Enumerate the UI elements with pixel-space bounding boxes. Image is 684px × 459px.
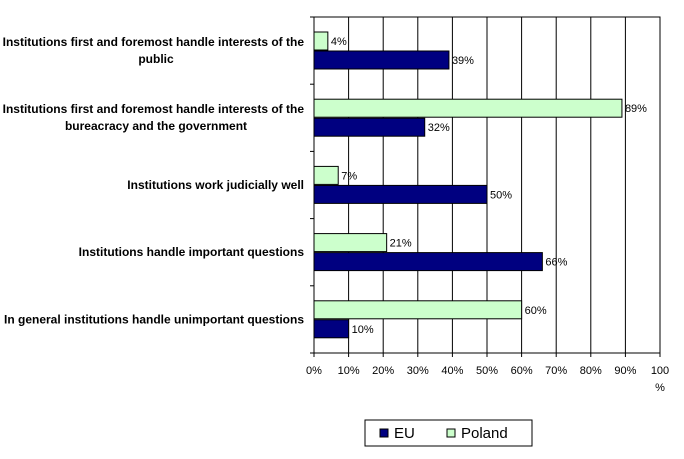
bar-eu — [313, 252, 543, 272]
x-tick-label: 40% — [441, 365, 463, 377]
legend: EU Poland — [364, 419, 533, 447]
x-tick-label: 10% — [338, 365, 360, 377]
legend-swatch-eu — [379, 428, 389, 438]
data-label-eu: 66% — [545, 257, 567, 269]
bar-poland — [313, 300, 523, 320]
x-axis-unit: % — [655, 382, 665, 394]
bars — [313, 31, 623, 339]
x-tick-label: 60% — [511, 365, 533, 377]
data-label-eu: 50% — [490, 189, 512, 201]
category-label: In general institutions handle unimporta… — [4, 312, 304, 326]
bar-poland — [313, 98, 623, 118]
category-label: Institutions first and foremost handle i… — [3, 102, 305, 133]
data-label-eu: 39% — [452, 55, 474, 67]
bar-poland — [313, 31, 329, 51]
x-tick-label: 80% — [580, 365, 602, 377]
bar-poland — [313, 165, 339, 185]
x-axis: 0% 10% 20% 30% 40% 50% 60% 70% 80% 90% 100 — [306, 16, 669, 377]
x-tick-label: 70% — [545, 365, 567, 377]
data-labels: 4% 39% 89% 32% 7% 50% 21% 66% 60% 10% — [331, 36, 647, 336]
category-label: Institutions first and foremost handle i… — [3, 35, 305, 66]
bar-eu — [313, 117, 426, 137]
legend-swatch-poland — [446, 428, 456, 438]
x-tick-label: 100 — [651, 365, 669, 377]
data-label-eu: 10% — [352, 324, 374, 336]
data-label-poland: 7% — [341, 170, 357, 182]
category-label: Institutions handle important questions — [79, 245, 305, 259]
category-labels: Institutions first and foremost handle i… — [3, 35, 305, 326]
data-label-poland: 21% — [390, 238, 412, 250]
x-tick-label: 0% — [306, 365, 322, 377]
x-tick-label: 20% — [372, 365, 394, 377]
data-label-eu: 32% — [428, 122, 450, 134]
data-label-poland: 4% — [331, 36, 347, 48]
legend-label-eu: EU — [394, 425, 415, 442]
bar-poland — [313, 233, 388, 253]
bar-eu — [313, 184, 488, 204]
data-label-poland: 89% — [625, 103, 647, 115]
x-tick-label: 50% — [476, 365, 498, 377]
data-label-poland: 60% — [525, 305, 547, 317]
legend-label-poland: Poland — [461, 425, 508, 442]
category-label: Institutions work judicially well — [127, 178, 304, 192]
x-tick-label: 30% — [407, 365, 429, 377]
x-tick-label: 90% — [614, 365, 636, 377]
bar-eu — [313, 319, 350, 339]
bar-eu — [313, 50, 450, 70]
